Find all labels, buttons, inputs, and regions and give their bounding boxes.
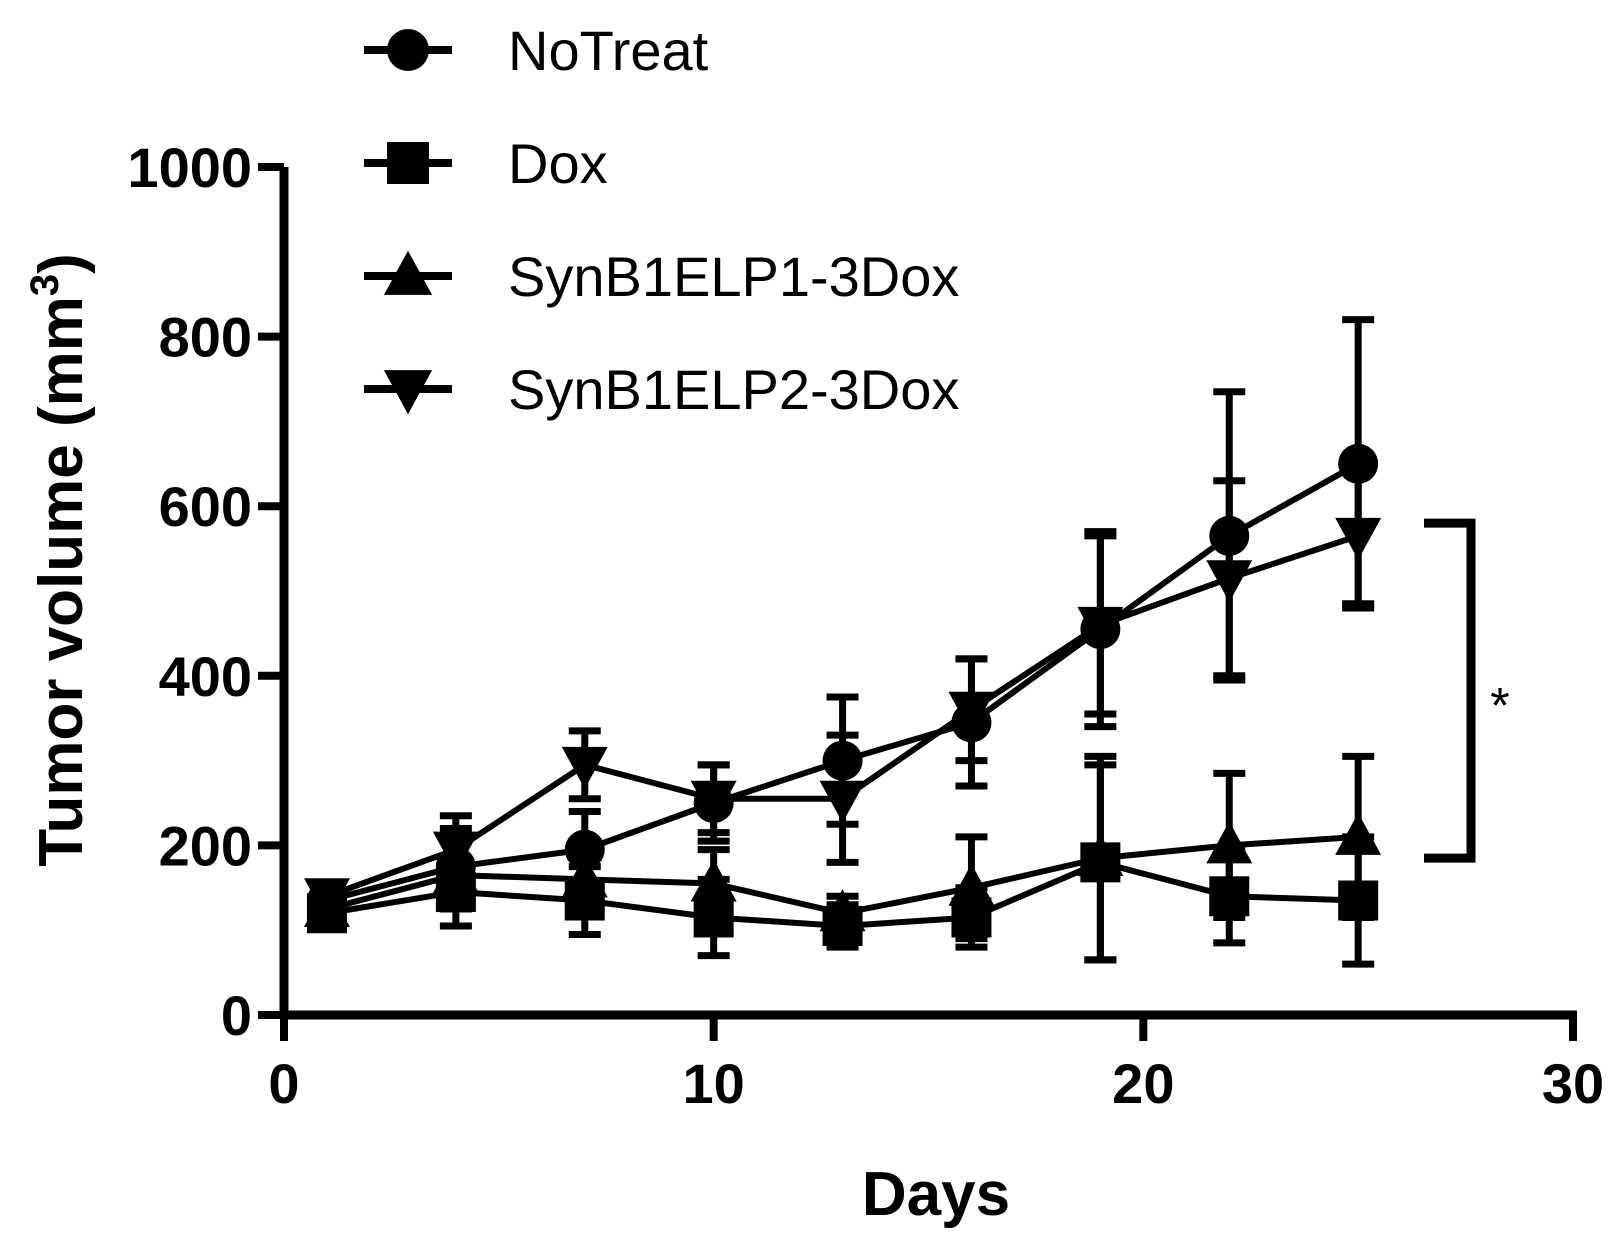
annotations: * (1424, 518, 1510, 863)
data-point-triangle-down (1206, 560, 1253, 603)
data-point-circle (822, 740, 863, 781)
y-tick-label: 1000 (127, 136, 252, 199)
x-tick-label: 30 (1542, 1052, 1604, 1115)
legend-label: SynB1ELP2-3Dox (508, 358, 959, 421)
legend-marker-square (387, 142, 429, 184)
data-point-triangle-down (303, 878, 350, 921)
y-tick-label: 800 (159, 306, 252, 369)
data-point-triangle-down (432, 831, 479, 874)
data-point-circle (1209, 515, 1250, 556)
data-point-triangle-down (561, 746, 608, 789)
data-point-circle (1338, 443, 1379, 484)
legend-label: NoTreat (508, 19, 709, 82)
legend-label: Dox (508, 132, 608, 195)
data-point-square (1338, 880, 1379, 921)
legend-item: Dox (364, 132, 608, 195)
legend-label: SynB1ELP1-3Dox (508, 245, 959, 308)
legend-marker-circle (387, 29, 429, 71)
data-point-triangle-up (561, 855, 608, 898)
x-tick-label: 0 (268, 1052, 299, 1115)
legend: NoTreat Dox SynB1ELP1-3Dox SynB1ELP2-3Dox (364, 19, 959, 421)
data-point-circle (564, 829, 605, 870)
data-point-triangle-down (948, 691, 995, 734)
legend-item: SynB1ELP2-3Dox (364, 358, 959, 421)
data-point-triangle-down (1335, 517, 1382, 560)
y-tick-label: 0 (221, 984, 252, 1047)
y-tick-label: 600 (159, 475, 252, 538)
data-point-square (693, 897, 734, 938)
data-point-triangle-down (690, 780, 737, 823)
data-point-triangle-up (948, 863, 995, 906)
legend-item: SynB1ELP1-3Dox (364, 245, 959, 308)
y-tick-label: 200 (159, 814, 252, 877)
data-point-triangle-up (1206, 821, 1253, 864)
y-axis-title-superscript: 3 (23, 274, 67, 296)
data-point-triangle-up (819, 889, 866, 932)
plot-area (303, 316, 1382, 968)
data-point-triangle-down (819, 780, 866, 823)
y-axis-title-close: ) (27, 253, 96, 274)
data-point-triangle-up (1335, 812, 1382, 855)
axes: 0 200 400 600 800 1000 0 10 20 30 (127, 136, 1604, 1115)
x-tick-label: 10 (683, 1052, 745, 1115)
significance-bracket (1424, 518, 1476, 863)
legend-item: NoTreat (364, 19, 709, 82)
data-point-square (1209, 876, 1250, 917)
data-point-triangle-up (690, 859, 737, 902)
legend-marker-triangle-up (383, 250, 433, 295)
x-axis-title: Days (862, 1160, 1010, 1229)
y-axis-title: Tumor volume (mm3) (23, 253, 96, 867)
y-tick-label: 400 (159, 645, 252, 708)
y-axis-title-main: Tumor volume (mm (27, 296, 96, 867)
x-tick-label: 20 (1112, 1052, 1174, 1115)
data-point-triangle-up (1077, 834, 1124, 877)
data-markers (303, 443, 1382, 946)
significance-star: * (1490, 678, 1509, 734)
legend-marker-triangle-down (383, 370, 433, 415)
data-point-triangle-down (1077, 606, 1124, 649)
